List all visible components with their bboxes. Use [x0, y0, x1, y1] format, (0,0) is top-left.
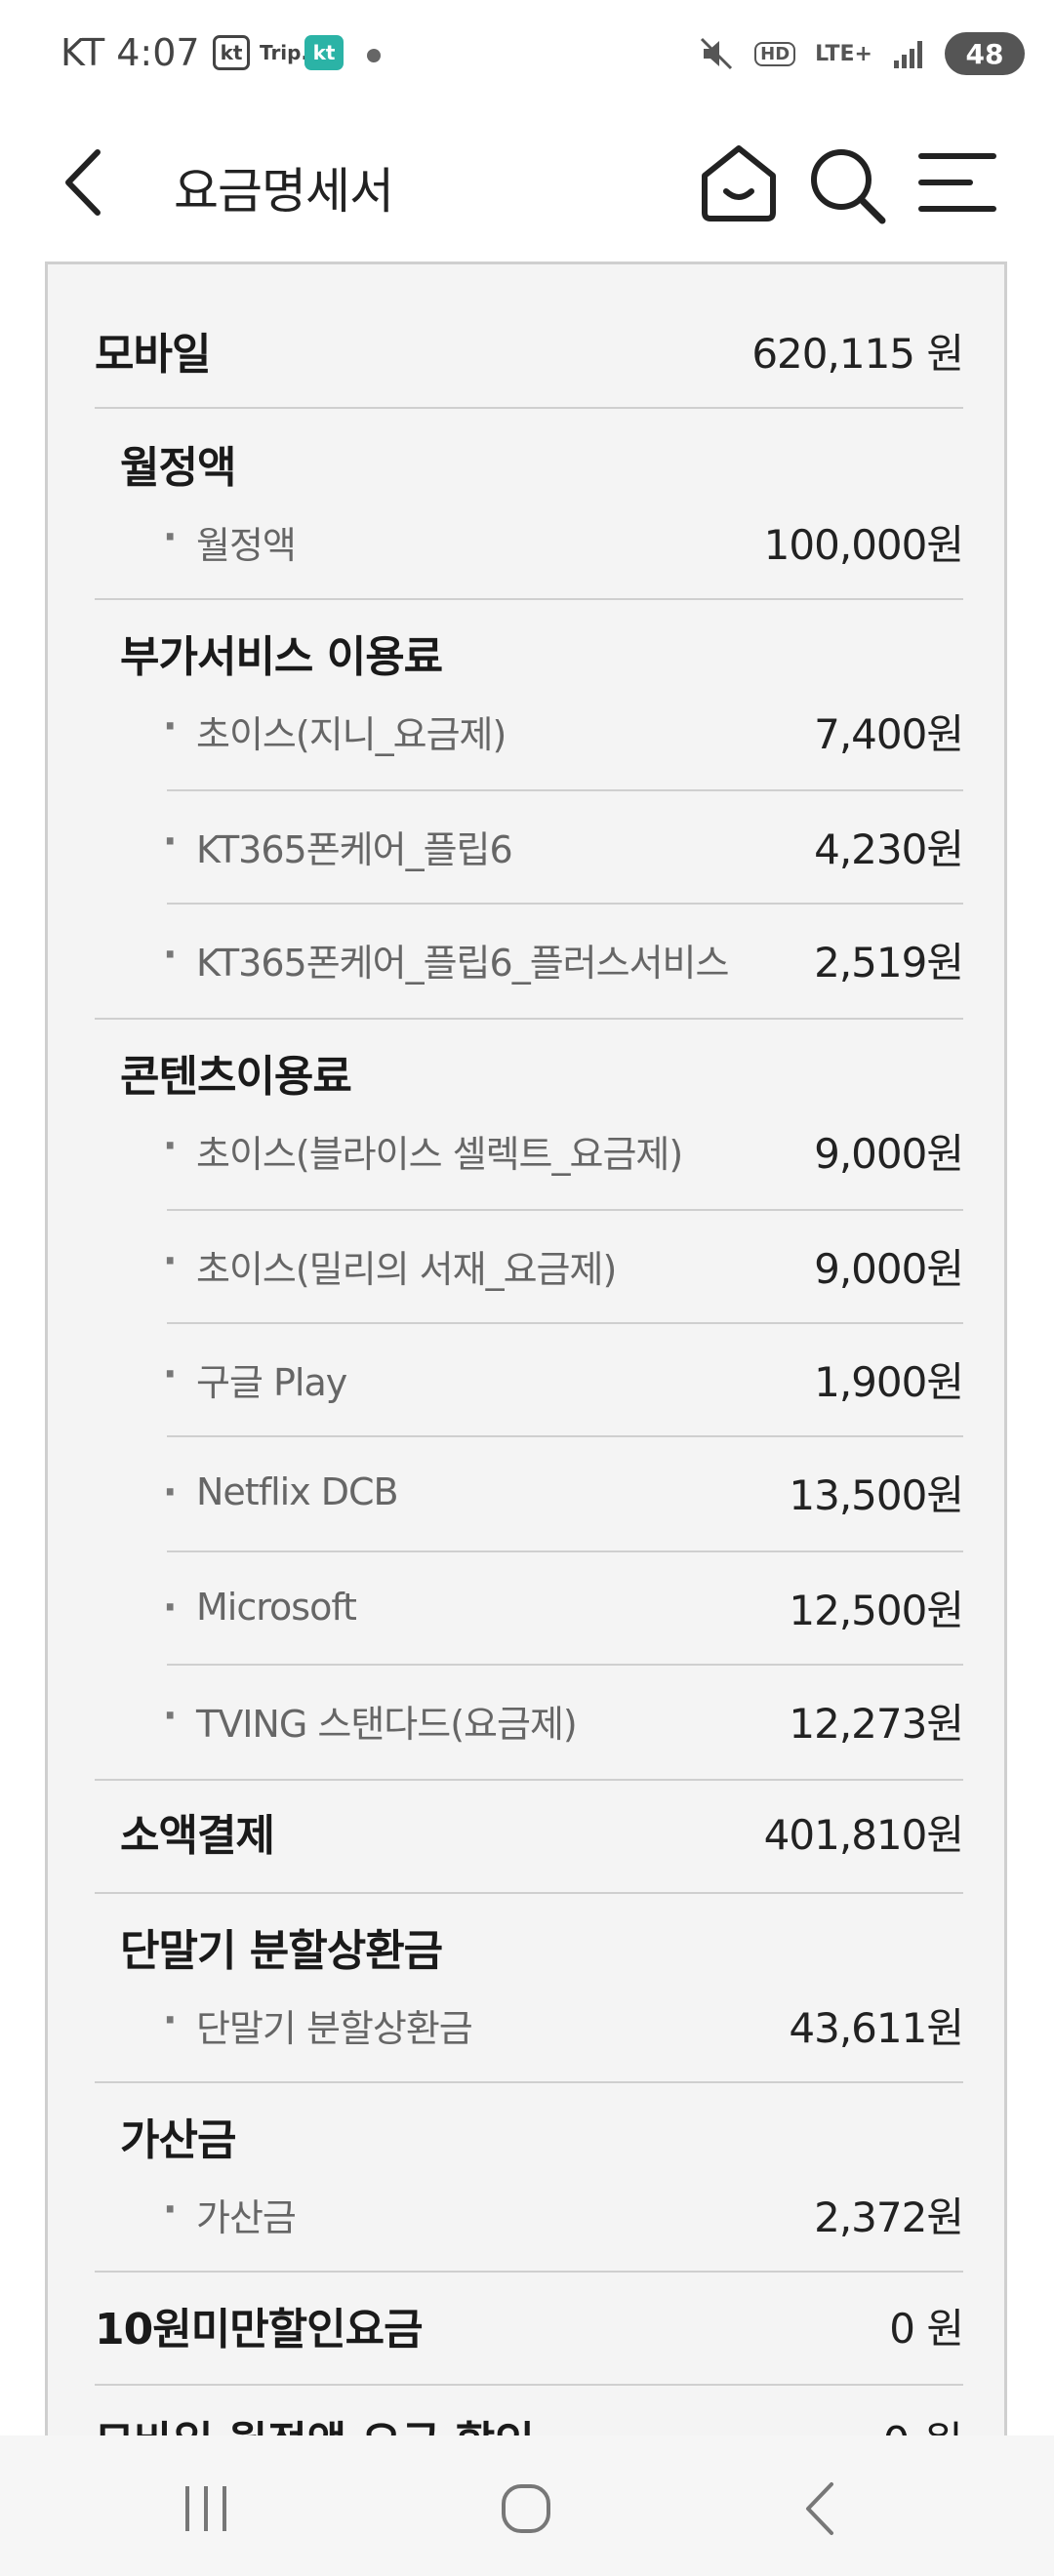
- list-item: KT365폰케어_플립6_플러스서비스 2,519원: [163, 924, 964, 994]
- list-item: TVING 스탠다드(요금제) 12,273원: [163, 1685, 964, 1755]
- system-back-button[interactable]: [777, 2475, 865, 2543]
- list-item: Netflix DCB 13,500원: [163, 1457, 964, 1527]
- list-item: 초이스(블라이스 셀렉트_요금제) 9,000원: [163, 1115, 964, 1186]
- list-item: 구글 Play 1,900원: [163, 1344, 964, 1414]
- divider: [95, 407, 963, 409]
- item-amount: 12,500원: [789, 1586, 964, 1634]
- micropayment-value: 401,810원: [763, 1810, 964, 1859]
- divider: [167, 903, 963, 905]
- kt-app-icon: kt: [213, 35, 250, 70]
- item-amount: 12,273원: [789, 1699, 964, 1748]
- section-title-addon-service: 부가서비스 이용료: [120, 632, 443, 682]
- search-icon: [811, 149, 886, 224]
- app-header: 요금명세서: [0, 109, 1054, 256]
- status-bar: KT 4:07 kt Trip. kt HD LTE+ 48: [0, 0, 1054, 109]
- item-name: TVING 스탠다드(요금제): [163, 1694, 578, 1748]
- item-name: Netflix DCB: [163, 1470, 399, 1513]
- section-title-contents-fee: 콘텐츠이용료: [120, 1052, 352, 1102]
- system-nav-bar: [0, 2435, 1054, 2576]
- system-home-button[interactable]: [482, 2475, 570, 2543]
- item-amount: 100,000원: [763, 520, 964, 569]
- item-name: Microsoft: [163, 1586, 357, 1629]
- divider: [95, 1892, 963, 1894]
- list-item: 초이스(밀리의 서재_요금제) 9,000원: [163, 1230, 964, 1301]
- list-item: KT365폰케어_플립6 4,230원: [163, 811, 964, 881]
- list-item: 초이스(지니_요금제) 7,400원: [163, 696, 964, 766]
- hd-icon: HD: [754, 41, 796, 66]
- recent-apps-icon: [185, 2486, 226, 2531]
- item-name: 가산금: [163, 2188, 297, 2241]
- item-name: 구글 Play: [163, 1352, 347, 1406]
- item-amount: 7,400원: [814, 709, 964, 758]
- under-10-discount-row: 10원미만할인요금 0 원: [95, 2294, 964, 2356]
- signal-icon: [894, 41, 922, 68]
- divider: [95, 598, 963, 600]
- item-amount: 43,611원: [789, 2003, 964, 2052]
- notification-dot-icon: [367, 49, 381, 62]
- kt-membership-icon: kt: [304, 35, 344, 70]
- item-amount: 9,000원: [814, 1129, 964, 1178]
- battery-level: 48: [965, 37, 1004, 70]
- mobile-value: 620,115 원: [751, 329, 964, 378]
- divider: [167, 1322, 963, 1324]
- item-name: KT365폰케어_플립6: [163, 820, 513, 873]
- mobile-total-row: 모바일 620,115 원: [95, 319, 964, 382]
- mobile-discount-label: 모바일 월정액 요금 할인: [95, 2407, 535, 2435]
- search-button[interactable]: [802, 137, 890, 228]
- item-name: KT365폰케어_플립6_플러스서비스: [163, 933, 729, 986]
- divider: [167, 1550, 963, 1552]
- item-name: 초이스(밀리의 서재_요금제): [163, 1239, 617, 1293]
- bill-detail-card: 모바일 620,115 원 월정액 월정액 100,000원 부가서비스 이용료…: [45, 262, 1007, 2435]
- item-amount: 4,230원: [814, 825, 964, 873]
- item-name: 초이스(지니_요금제): [163, 704, 507, 758]
- item-amount: 9,000원: [814, 1244, 964, 1293]
- item-amount: 2,519원: [814, 938, 964, 986]
- page-title: 요금명세서: [174, 163, 394, 220]
- status-icons: HD LTE+ 48: [698, 29, 1025, 78]
- hamburger-menu-icon: [918, 153, 996, 212]
- section-title-device-installment: 단말기 분할상환금: [120, 1926, 443, 1976]
- carrier-time: KT 4:07: [61, 31, 200, 74]
- chevron-left-icon: [65, 149, 101, 216]
- back-arrow-icon: [806, 2482, 833, 2535]
- battery-indicator: 48: [945, 32, 1025, 75]
- list-item: 단말기 분할상환금 43,611원: [163, 1990, 964, 2060]
- divider: [95, 2271, 963, 2273]
- mobile-discount-value: 0 원: [883, 2407, 963, 2435]
- divider: [167, 1664, 963, 1666]
- divider: [167, 789, 963, 791]
- item-name: 월정액: [163, 515, 297, 569]
- item-amount: 13,500원: [789, 1470, 964, 1519]
- back-button[interactable]: [47, 139, 125, 226]
- recent-apps-button[interactable]: [162, 2475, 250, 2543]
- item-name: 초이스(블라이스 셀렉트_요금제): [163, 1124, 683, 1178]
- divider: [167, 1209, 963, 1211]
- divider: [95, 1779, 963, 1781]
- list-item: 가산금 2,372원: [163, 2179, 964, 2249]
- divider: [95, 1018, 963, 1020]
- divider: [167, 1435, 963, 1437]
- divider: [95, 2384, 963, 2386]
- circle-home-icon: [502, 2484, 550, 2533]
- mobile-discount-row: 모바일 월정액 요금 할인 0 원: [95, 2407, 963, 2435]
- section-title-surcharge: 가산금: [120, 2115, 236, 2165]
- lte-icon: LTE+: [815, 41, 872, 66]
- under-10-value: 0 원: [889, 2304, 964, 2353]
- mobile-label: 모바일: [95, 330, 211, 380]
- micropayment-row: 소액결제 401,810원: [120, 1800, 964, 1863]
- list-item: 월정액 100,000원: [163, 506, 964, 577]
- item-amount: 2,372원: [814, 2193, 964, 2241]
- home-icon: [702, 145, 776, 221]
- divider: [95, 2081, 963, 2083]
- mute-icon: [701, 37, 733, 70]
- menu-button[interactable]: [912, 137, 999, 228]
- section-title-monthly-fee: 월정액: [120, 443, 236, 493]
- under-10-label: 10원미만할인요금: [95, 2305, 424, 2355]
- item-name: 단말기 분할상환금: [163, 1998, 473, 2052]
- micropayment-label: 소액결제: [120, 1811, 275, 1861]
- home-button[interactable]: [695, 137, 783, 228]
- item-amount: 1,900원: [814, 1357, 964, 1406]
- list-item: Microsoft 12,500원: [163, 1572, 964, 1642]
- trip-app-icon: Trip.: [260, 41, 309, 64]
